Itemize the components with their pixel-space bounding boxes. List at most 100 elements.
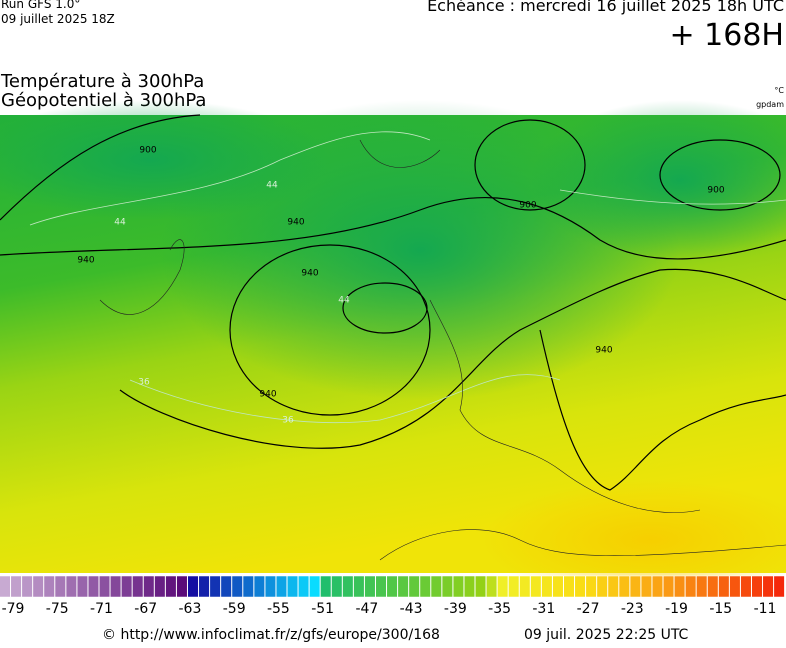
coastlines [99,139,786,561]
colorbar-swatch [264,575,276,598]
colorbar-tick-label: -47 [355,601,378,617]
colorbar-tick-label: -27 [577,601,600,617]
footer-date: 09 juil. 2025 22:25 UTC [524,627,689,643]
colorbar-tick-label: -19 [665,601,688,617]
contour-label: 900 [139,146,156,156]
colorbar-swatch [275,575,288,598]
colorbar-swatch [596,575,608,598]
colorbar-swatch [10,575,22,598]
colorbar-swatch [729,575,741,598]
footer-url: © http://www.infoclimat.fr/z/gfs/europe/… [102,627,440,643]
colorbar-swatch [231,575,243,598]
contour-label: 44 [266,181,278,191]
colorbar-tick-label: -31 [532,601,555,617]
colorbar-swatch [463,575,476,598]
colorbar-swatch [486,575,498,598]
colorbar-swatch [253,575,265,598]
contour-label: 940 [595,346,612,356]
colorbar-swatch [220,575,232,598]
colorbar-swatch [718,575,730,598]
colorbar-tick-label: -59 [223,601,246,617]
colorbar-swatch [696,575,708,598]
colorbar-swatch [585,575,597,598]
colorbar-swatch [651,575,664,598]
colorbar-swatch [629,575,641,598]
colorbar-swatch [541,575,553,598]
colorbar-swatch [32,575,44,598]
colorbar-swatch [187,575,199,598]
colorbar-swatch [508,575,520,598]
colorbar-swatch [452,575,464,598]
contour-label: 900 [707,186,724,196]
colorbar-tick-label: -55 [267,601,290,617]
colorbar-swatch [707,575,719,598]
colorbar-swatch [441,575,453,598]
colorbar-swatch [154,575,166,598]
title-1: Température à 300hPa [1,71,205,92]
colorbar-swatch [176,575,188,598]
colorbar-tick-label: -79 [2,601,25,617]
colorbar-swatch [331,575,343,598]
cold-area [0,100,330,220]
colorbar-swatch [298,575,310,598]
colorbar-swatch [397,575,409,598]
contour-label: 940 [77,256,94,266]
contour-label: 900 [519,201,536,211]
colorbar-swatch [320,575,332,598]
colorbar-swatch [242,575,254,598]
unit-2: gpdam [756,100,784,109]
colorbar-swatch [640,575,652,598]
colorbar-swatch [65,575,77,598]
run-date: 09 juillet 2025 18Z [1,12,115,26]
colorbar-swatch [740,575,752,598]
colorbar-swatch [209,575,221,598]
colorbar-swatch [375,575,387,598]
colorbar-swatch [87,575,100,598]
valid-time: Echéance : mercredi 16 juillet 2025 18h … [427,0,784,15]
colorbar-swatch [751,575,763,598]
contour-label: 36 [282,416,294,426]
colorbar-swatch [386,575,398,598]
contour-label: 44 [114,218,126,228]
colorbar-swatch [99,575,111,598]
unit-1: °C [774,86,784,95]
colorbar-swatch [430,575,442,598]
colorbar-swatch [663,575,675,598]
colorbar-swatch [773,575,785,598]
colorbar-swatch [54,575,66,598]
contour-label: 940 [287,218,304,228]
colorbar-swatch [364,575,376,598]
run: Run GFS 1.0° [1,0,81,11]
colorbar-tick-label: -43 [400,601,423,617]
colorbar-swatch [309,575,321,598]
colorbar-tick-label: -35 [488,601,511,617]
colorbar-swatch [552,575,564,598]
colorbar-swatch [530,575,542,598]
colorbar-swatch [0,575,11,598]
isotherms [29,131,786,424]
colorbar-tick-label: -51 [311,601,334,617]
colorbar-swatch [132,575,144,598]
colorbar-swatch [762,575,774,598]
colorbar-swatch [342,575,354,598]
colorbar-swatch [419,575,431,598]
colorbar-tick-label: -63 [179,601,202,617]
colorbar-swatch [408,575,420,598]
colorbar-swatch [685,575,697,598]
colorbar-swatch [574,575,586,598]
colorbar-tick-label: -75 [46,601,69,617]
colorbar-swatch [121,575,133,598]
colorbar-swatch [618,575,630,598]
contour-label: 44 [338,296,350,306]
colorbar-swatch [21,575,33,598]
colorbar-tick-label: -15 [709,601,732,617]
colorbar-swatch [287,575,299,598]
contour-label: 940 [259,390,276,400]
contour-label: 36 [138,378,150,388]
lead-time: + 168H [669,18,785,53]
colorbar-swatch [563,575,575,598]
colorbar-swatch [475,575,487,598]
colorbar-swatch [519,575,531,598]
